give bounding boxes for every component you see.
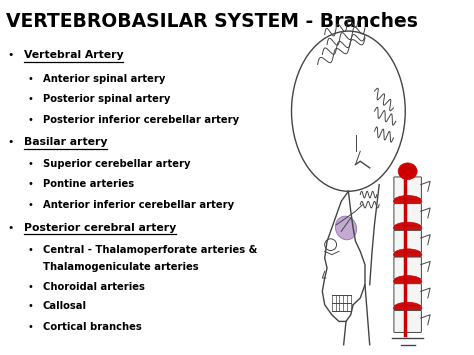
Text: •: • [8, 50, 14, 60]
Text: •: • [27, 245, 33, 255]
Ellipse shape [393, 302, 422, 314]
Text: Basilar artery: Basilar artery [24, 137, 107, 147]
Text: •: • [27, 301, 33, 311]
FancyBboxPatch shape [394, 230, 421, 252]
Text: •: • [8, 223, 14, 233]
FancyBboxPatch shape [394, 177, 421, 199]
Text: Thalamogeniculate arteries: Thalamogeniculate arteries [43, 262, 198, 272]
Text: •: • [27, 200, 33, 210]
Ellipse shape [398, 163, 417, 180]
FancyBboxPatch shape [394, 284, 421, 306]
Text: Posterior inferior cerebellar artery: Posterior inferior cerebellar artery [43, 115, 239, 125]
Text: Anterior spinal artery: Anterior spinal artery [43, 74, 165, 84]
Ellipse shape [393, 222, 422, 234]
Text: •: • [8, 137, 14, 147]
Text: Superior cerebellar artery: Superior cerebellar artery [43, 159, 190, 169]
Text: •: • [27, 282, 33, 292]
Text: Posterior cerebral artery: Posterior cerebral artery [24, 223, 176, 233]
Text: Vertebral Artery: Vertebral Artery [24, 50, 123, 60]
Text: Anterior inferior cerebellar artery: Anterior inferior cerebellar artery [43, 200, 234, 210]
Text: Callosal: Callosal [43, 301, 87, 311]
Text: •: • [27, 115, 33, 125]
Ellipse shape [393, 249, 422, 261]
Ellipse shape [393, 275, 422, 287]
Text: VERTEBROBASILAR SYSTEM - Branches: VERTEBROBASILAR SYSTEM - Branches [6, 12, 418, 32]
Text: Pontine arteries: Pontine arteries [43, 179, 134, 189]
Ellipse shape [336, 216, 356, 240]
Text: •: • [27, 159, 33, 169]
FancyBboxPatch shape [394, 257, 421, 279]
Text: Cortical branches: Cortical branches [43, 322, 141, 332]
Text: Choroidal arteries: Choroidal arteries [43, 282, 145, 292]
FancyBboxPatch shape [394, 310, 421, 332]
Text: •: • [27, 74, 33, 84]
Text: Central - Thalamoperforate arteries &: Central - Thalamoperforate arteries & [43, 245, 257, 255]
FancyBboxPatch shape [394, 204, 421, 226]
Text: •: • [27, 179, 33, 189]
Text: •: • [27, 94, 33, 104]
Text: Posterior spinal artery: Posterior spinal artery [43, 94, 170, 104]
Text: •: • [27, 322, 33, 332]
Ellipse shape [393, 196, 422, 207]
